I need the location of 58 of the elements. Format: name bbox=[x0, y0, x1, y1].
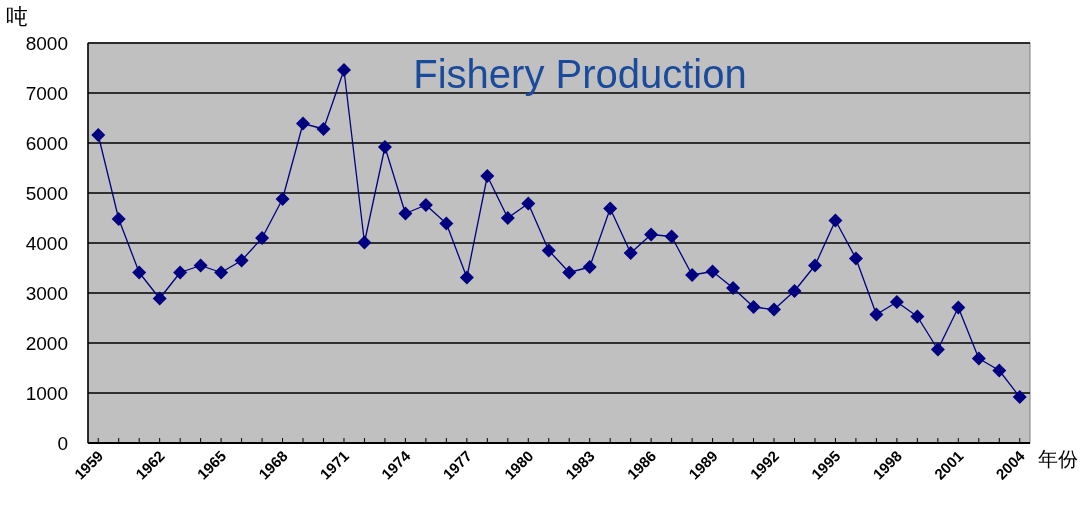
point bbox=[480, 169, 495, 183]
point bbox=[377, 140, 392, 154]
point bbox=[971, 351, 986, 366]
point bbox=[951, 300, 966, 315]
point bbox=[767, 302, 782, 317]
point bbox=[828, 213, 843, 228]
point bbox=[439, 216, 454, 231]
point bbox=[992, 363, 1007, 378]
point bbox=[275, 192, 290, 206]
point bbox=[726, 281, 741, 295]
point bbox=[132, 265, 147, 280]
point bbox=[398, 206, 413, 221]
point bbox=[234, 253, 249, 268]
point bbox=[214, 265, 229, 280]
y-tick-label: 3000 bbox=[25, 283, 68, 304]
point bbox=[316, 122, 331, 136]
point bbox=[459, 270, 474, 285]
y-tick-label: 1000 bbox=[25, 383, 68, 404]
point bbox=[623, 246, 638, 260]
point bbox=[1012, 390, 1027, 404]
y-tick-label: 4000 bbox=[25, 233, 68, 254]
point bbox=[603, 201, 618, 216]
y-tick-label: 2000 bbox=[25, 333, 68, 354]
point bbox=[807, 258, 822, 273]
y-tick-label: 5000 bbox=[25, 183, 68, 204]
point bbox=[848, 251, 863, 266]
point bbox=[869, 307, 884, 322]
point bbox=[746, 300, 761, 314]
point bbox=[889, 295, 904, 309]
point bbox=[418, 198, 433, 212]
point bbox=[705, 264, 720, 279]
point bbox=[644, 227, 659, 242]
y-axis-title: 吨 bbox=[6, 4, 28, 29]
point bbox=[336, 63, 351, 77]
point bbox=[787, 284, 802, 298]
point bbox=[562, 265, 577, 280]
point bbox=[685, 268, 700, 282]
y-tick-label: 7000 bbox=[25, 83, 68, 104]
point bbox=[152, 291, 167, 306]
point bbox=[521, 196, 536, 211]
point bbox=[91, 128, 106, 142]
y-tick-label: 0 bbox=[57, 433, 68, 454]
point bbox=[255, 231, 270, 245]
point bbox=[173, 265, 188, 280]
point bbox=[193, 258, 208, 273]
x-axis-title: 年份 bbox=[1038, 448, 1078, 470]
point bbox=[541, 243, 556, 258]
point bbox=[582, 260, 597, 274]
point bbox=[296, 116, 311, 131]
y-tick-label: 6000 bbox=[25, 133, 68, 154]
point bbox=[357, 235, 372, 250]
y-tick-label: 8000 bbox=[25, 33, 68, 54]
point bbox=[930, 342, 945, 357]
point bbox=[500, 211, 515, 225]
chart-title: Fishery Production bbox=[413, 52, 747, 96]
point bbox=[664, 229, 679, 244]
point bbox=[910, 309, 925, 324]
point bbox=[111, 212, 126, 226]
